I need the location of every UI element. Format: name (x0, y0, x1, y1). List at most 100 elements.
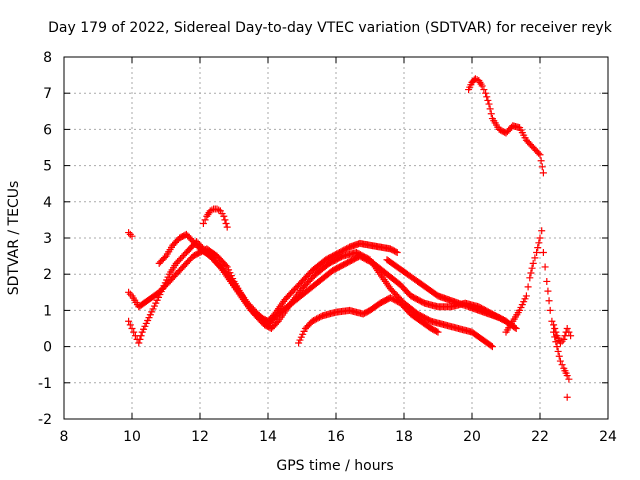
series-arc-e (199, 205, 231, 231)
data-point (522, 292, 530, 300)
data-point (213, 205, 221, 213)
x-tick-label: 8 (60, 429, 69, 445)
data-point (126, 290, 134, 298)
data-point (125, 317, 133, 325)
series-arc-d (155, 230, 401, 325)
data-point (538, 163, 546, 171)
data-point (555, 352, 563, 360)
data-point (485, 100, 493, 108)
data-point (125, 288, 133, 296)
data-point (541, 263, 549, 271)
data-point (393, 248, 401, 256)
data-point (552, 328, 560, 336)
x-tick-label: 10 (123, 429, 141, 445)
data-point (524, 283, 532, 291)
chart-title: Day 179 of 2022, Sidereal Day-to-day VTE… (48, 20, 613, 36)
data-point (527, 269, 535, 277)
data-point (545, 297, 553, 305)
data-point (548, 317, 556, 325)
data-point (543, 277, 551, 285)
data-point (128, 325, 136, 332)
y-tick-label: 8 (43, 50, 52, 66)
data-point (539, 169, 547, 177)
data-point (222, 262, 230, 270)
data-point (487, 110, 495, 118)
data-point (567, 332, 575, 340)
data-point (552, 338, 560, 346)
data-point (535, 149, 543, 157)
y-tick-label: 4 (43, 195, 52, 211)
x-tick-label: 12 (191, 429, 209, 445)
data-point (486, 105, 494, 113)
y-tick-label: 2 (43, 267, 52, 283)
data-point (550, 321, 558, 329)
data-point (220, 212, 228, 220)
x-tick-label: 18 (395, 429, 413, 445)
y-axis-label: SDTVAR / TECUs (6, 181, 22, 296)
grid (64, 57, 608, 419)
data-point (563, 393, 571, 401)
series-arc-f (295, 294, 442, 347)
data-point (273, 319, 281, 327)
data-point (199, 220, 207, 228)
y-tick-label: -1 (38, 376, 52, 392)
x-tick-label: 20 (463, 429, 481, 445)
series-arc-k (563, 393, 571, 401)
data-point (201, 216, 209, 224)
data-point (553, 343, 561, 351)
data-point (533, 248, 541, 256)
data-point (511, 324, 519, 332)
x-axis-label: GPS time / hours (276, 458, 393, 474)
data-point (136, 335, 144, 343)
data-point (526, 274, 534, 282)
data-point (392, 248, 400, 256)
data-point (135, 339, 143, 347)
x-tick-label: 16 (327, 429, 345, 445)
data-point (538, 227, 546, 235)
data-point (512, 325, 520, 332)
y-tick-label: 3 (43, 231, 52, 247)
data-point (501, 317, 509, 325)
data-point (223, 223, 231, 231)
data-point (126, 321, 134, 329)
data-point (483, 93, 491, 101)
y-tick-label: 6 (43, 122, 52, 138)
data-points (125, 75, 575, 401)
data-point (558, 361, 566, 369)
data-point (208, 206, 216, 214)
data-point (161, 254, 169, 262)
data-point (529, 259, 537, 267)
series-arc-h (465, 75, 547, 177)
data-point (535, 239, 543, 247)
data-point (433, 327, 441, 335)
data-point (128, 232, 136, 240)
data-point (539, 248, 547, 256)
data-point (487, 342, 495, 350)
x-tick-label: 22 (531, 429, 549, 445)
data-point (488, 343, 496, 351)
y-tick-label: 1 (43, 303, 52, 319)
y-tick-label: 7 (43, 86, 52, 102)
x-tick-label: 14 (259, 429, 277, 445)
y-tick-label: -2 (38, 412, 52, 428)
data-point (130, 328, 138, 336)
data-point (556, 357, 564, 365)
data-point (222, 220, 230, 228)
series-arc-g (383, 256, 510, 325)
series-arc-j (550, 321, 575, 347)
data-point (528, 264, 536, 272)
data-point (563, 372, 571, 380)
data-point (502, 317, 510, 325)
data-point (565, 375, 573, 383)
data-point (215, 206, 223, 214)
data-point (560, 335, 568, 343)
data-point (137, 332, 145, 340)
data-point (536, 234, 544, 242)
data-point (546, 306, 554, 314)
data-point (534, 244, 542, 252)
data-point (531, 254, 539, 262)
series-arc-i (502, 227, 573, 383)
data-point (126, 230, 134, 238)
